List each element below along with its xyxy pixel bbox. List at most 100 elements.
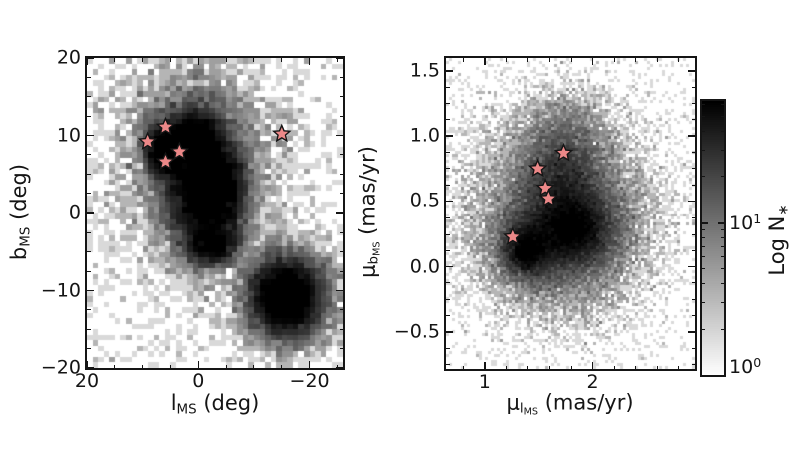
major-tick-mark bbox=[446, 70, 453, 72]
minor-tick-mark bbox=[721, 149, 724, 151]
left-plot-xlabel: lMS (deg) bbox=[171, 393, 260, 417]
minor-tick-mark bbox=[702, 149, 705, 151]
major-tick-mark bbox=[591, 362, 594, 369]
minor-tick-mark bbox=[691, 363, 695, 365]
minor-tick-mark bbox=[678, 365, 680, 369]
minor-tick-mark bbox=[691, 86, 695, 88]
minor-tick-mark bbox=[339, 270, 343, 272]
star-marker bbox=[503, 226, 523, 245]
right-plot-xlabel: μlMS (mas/yr) bbox=[506, 390, 634, 418]
right-plot-axes bbox=[444, 56, 697, 371]
minor-tick-mark bbox=[87, 193, 91, 195]
star-marker bbox=[169, 141, 190, 161]
minor-tick-mark bbox=[446, 282, 450, 284]
minor-tick-mark bbox=[339, 96, 343, 98]
major-tick-mark bbox=[197, 58, 200, 65]
minor-tick-mark bbox=[87, 154, 91, 156]
minor-tick-mark bbox=[462, 365, 464, 369]
major-tick-mark bbox=[308, 361, 311, 368]
minor-tick-mark bbox=[339, 309, 343, 311]
major-tick-mark bbox=[87, 367, 94, 369]
major-tick-mark bbox=[87, 57, 94, 59]
star-marker bbox=[538, 188, 559, 208]
minor-tick-mark bbox=[702, 328, 705, 330]
minor-tick-mark bbox=[87, 115, 91, 117]
major-tick-mark bbox=[688, 200, 695, 203]
major-tick-mark bbox=[446, 135, 453, 138]
ylabel-subscript: bMS bbox=[366, 241, 383, 265]
minor-tick-mark bbox=[691, 119, 695, 121]
minor-tick-mark bbox=[613, 58, 615, 62]
ylabel-rest: (mas/yr) bbox=[355, 146, 380, 242]
major-tick-mark bbox=[688, 331, 695, 333]
minor-tick-mark bbox=[87, 251, 91, 253]
minor-tick-mark bbox=[691, 184, 695, 186]
minor-tick-mark bbox=[505, 365, 507, 369]
minor-tick-mark bbox=[339, 193, 343, 195]
minor-tick-mark bbox=[446, 168, 450, 170]
xlabel-rest: (mas/yr) bbox=[538, 390, 634, 415]
major-tick-mark bbox=[87, 212, 94, 214]
minor-tick-mark bbox=[225, 58, 227, 62]
major-tick-mark bbox=[336, 289, 343, 292]
minor-tick-mark bbox=[336, 58, 338, 62]
ylabel-base: μ bbox=[355, 264, 380, 278]
minor-tick-mark bbox=[721, 301, 724, 303]
minor-tick-mark bbox=[446, 152, 450, 154]
minor-tick-mark bbox=[691, 282, 695, 284]
major-tick-mark bbox=[87, 134, 94, 137]
minor-tick-mark bbox=[87, 76, 91, 78]
major-tick-mark bbox=[336, 212, 343, 214]
minor-tick-mark bbox=[87, 173, 91, 175]
minor-tick-mark bbox=[721, 229, 724, 231]
minor-tick-mark bbox=[691, 217, 695, 219]
minor-tick-mark bbox=[570, 365, 572, 369]
minor-tick-mark bbox=[446, 233, 450, 235]
minor-tick-mark bbox=[505, 58, 507, 62]
star-marker bbox=[535, 178, 555, 197]
colorbar-label-subscript: ∗ bbox=[776, 204, 792, 216]
minor-tick-mark bbox=[570, 58, 572, 62]
left-y-tick-label: 10 bbox=[56, 124, 81, 146]
minor-tick-mark bbox=[702, 245, 705, 247]
minor-tick-mark bbox=[87, 96, 91, 98]
minor-tick-mark bbox=[721, 115, 724, 117]
minor-tick-mark bbox=[702, 229, 705, 231]
minor-tick-mark bbox=[339, 173, 343, 175]
minor-tick-mark bbox=[702, 130, 705, 132]
ylabel-subscript: MS bbox=[18, 226, 34, 247]
left-stars-overlay bbox=[137, 116, 292, 171]
minor-tick-mark bbox=[339, 115, 343, 117]
minor-tick-mark bbox=[225, 364, 227, 368]
minor-tick-mark bbox=[702, 115, 705, 117]
major-tick-mark bbox=[688, 70, 695, 72]
minor-tick-mark bbox=[635, 58, 637, 62]
minor-tick-mark bbox=[721, 268, 724, 270]
minor-tick-mark bbox=[691, 152, 695, 154]
minor-tick-mark bbox=[339, 348, 343, 350]
minor-tick-mark bbox=[702, 301, 705, 303]
major-tick-mark bbox=[446, 200, 453, 203]
minor-tick-mark bbox=[656, 365, 658, 369]
minor-tick-mark bbox=[87, 309, 91, 311]
minor-tick-mark bbox=[691, 249, 695, 251]
minor-tick-mark bbox=[253, 58, 255, 62]
star-marker bbox=[553, 142, 574, 162]
minor-tick-mark bbox=[339, 328, 343, 330]
minor-tick-mark bbox=[527, 58, 529, 62]
major-tick-mark bbox=[446, 265, 453, 268]
minor-tick-mark bbox=[635, 365, 637, 369]
minor-tick-mark bbox=[446, 184, 450, 186]
minor-tick-mark bbox=[169, 58, 171, 62]
minor-tick-mark bbox=[446, 86, 450, 88]
minor-tick-mark bbox=[114, 58, 116, 62]
colorbar-tick-label-10e1: 101 bbox=[729, 211, 762, 234]
minor-tick-mark bbox=[446, 249, 450, 251]
minor-tick-mark bbox=[721, 103, 724, 105]
minor-tick-mark bbox=[548, 365, 550, 369]
minor-tick-mark bbox=[87, 231, 91, 233]
minor-tick-mark bbox=[446, 363, 450, 365]
minor-tick-mark bbox=[253, 364, 255, 368]
minor-tick-mark bbox=[446, 298, 450, 300]
